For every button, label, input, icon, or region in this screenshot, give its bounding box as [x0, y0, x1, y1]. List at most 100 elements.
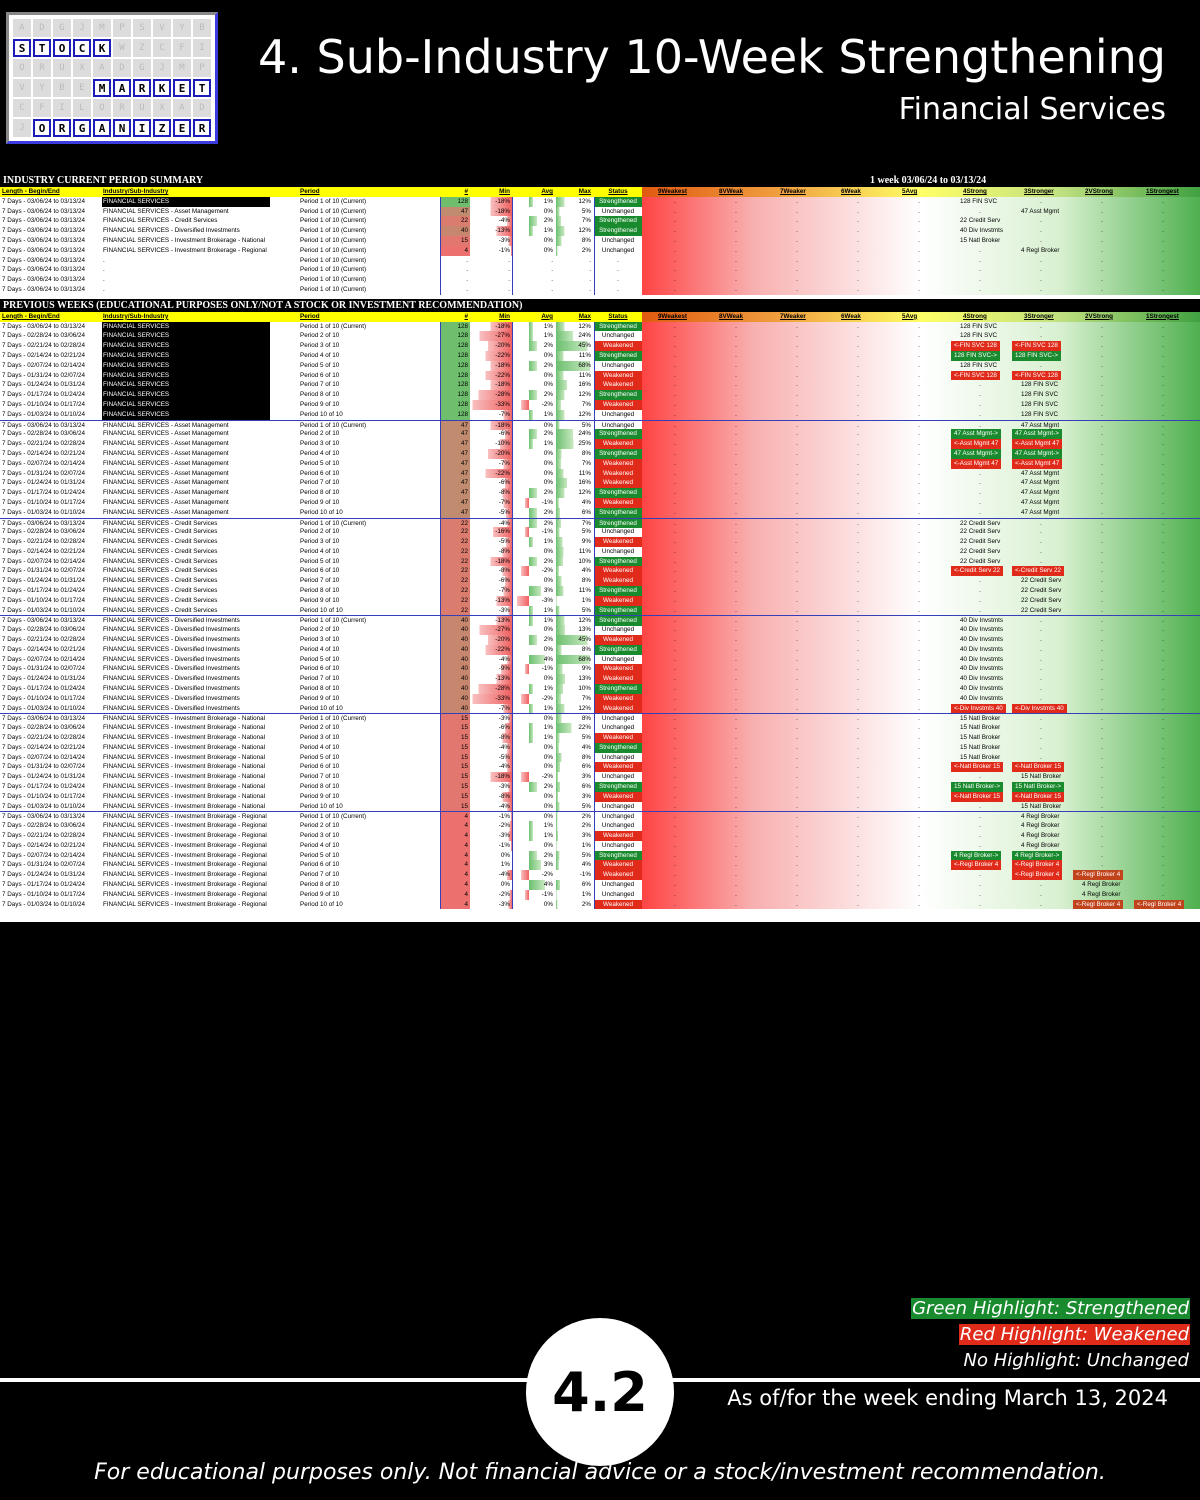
count-cell: 128: [440, 350, 470, 361]
table-row: 7 Days - 01/31/24 to 02/07/24 FINANCIAL S…: [0, 664, 1200, 675]
period-cell: Period 1 of 10 (Current): [300, 207, 367, 215]
column-divider: [440, 664, 441, 675]
status-cell: Unchanged: [601, 361, 635, 369]
status-cell: Unchanged: [601, 547, 635, 555]
band-placeholder: .: [1101, 285, 1103, 293]
column-divider: [512, 255, 513, 266]
column-divider: [594, 889, 595, 900]
logo-filler-cell: F: [33, 99, 51, 117]
band-placeholder: .: [796, 285, 798, 293]
column-divider: [594, 625, 595, 636]
band-placeholder: .: [735, 449, 737, 457]
industry-cell: FINANCIAL SERVICES - Investment Brokerag…: [103, 734, 266, 742]
band-placeholder: .: [1162, 440, 1164, 448]
band-gradient: [642, 360, 1200, 371]
band-placeholder: .: [735, 813, 737, 821]
band-tag: <-Natl Broker 15: [1012, 762, 1065, 773]
column-divider: [512, 840, 513, 851]
period-cell: Period 9 of 10: [300, 498, 340, 506]
column-divider: [594, 390, 595, 400]
band-placeholder: .: [1162, 469, 1164, 477]
band-placeholder: .: [857, 197, 859, 205]
count-cell: 40: [440, 226, 470, 236]
column-divider: [440, 341, 441, 351]
band-placeholder: .: [1101, 236, 1103, 244]
band-placeholder: .: [857, 236, 859, 244]
band-placeholder: .: [735, 851, 737, 859]
band-tag: <-Regl Broker 4: [1012, 860, 1063, 871]
band-placeholder: .: [735, 783, 737, 791]
band-gradient: [642, 321, 1200, 332]
band-placeholder: .: [735, 626, 737, 634]
band-tag: 22 Credit Serv: [960, 557, 1001, 565]
column-divider: [440, 439, 441, 449]
band-placeholder: .: [674, 655, 676, 663]
page-title: 4. Sub-Industry 10-Week Strengthening: [258, 30, 1166, 84]
column-divider: [440, 255, 441, 266]
band-placeholder: .: [918, 822, 920, 830]
column-divider: [512, 616, 513, 627]
band-placeholder: .: [1040, 890, 1042, 898]
avg-cell: 2%: [513, 341, 555, 351]
band-placeholder: .: [857, 256, 859, 264]
column-divider: [594, 468, 595, 479]
band-tag: 22 Credit Serv: [960, 547, 1001, 555]
column-header: Length - Begin/End: [2, 188, 60, 195]
industry-cell: FINANCIAL SERVICES - Investment Brokerag…: [103, 753, 266, 761]
min-cell: -8%: [470, 791, 512, 802]
band-placeholder: .: [674, 587, 676, 595]
table-row: 7 Days - 01/03/24 to 01/10/24 FINANCIAL S…: [0, 899, 1200, 910]
table-row: 7 Days - 02/21/24 to 02/28/24 FINANCIAL S…: [0, 733, 1200, 743]
logo-filler-cell: W: [113, 39, 131, 57]
period-cell: Period 1 of 10 (Current): [300, 519, 367, 527]
column-divider: [512, 265, 513, 276]
industry-cell: FINANCIAL SERVICES - Investment Brokerag…: [103, 792, 266, 800]
band-placeholder: .: [796, 753, 798, 761]
band-placeholder: .: [918, 567, 920, 575]
band-placeholder: .: [1101, 332, 1103, 340]
band-tag: <-Credit Serv 22: [1012, 566, 1065, 577]
column-divider: [594, 206, 595, 217]
band-tag: 22 Credit Serv: [1021, 577, 1062, 585]
band-gradient: [642, 439, 1200, 449]
column-divider: [594, 576, 595, 587]
table-row: 7 Days - 01/24/24 to 01/31/24 FINANCIAL S…: [0, 674, 1200, 685]
status-cell: Unchanged: [601, 246, 635, 254]
band-placeholder: .: [674, 371, 676, 379]
previous-title: PREVIOUS WEEKS (EDUCATIONAL PURPOSES ONL…: [3, 299, 523, 311]
length-cell: 7 Days - 01/03/24 to 01/10/24: [2, 410, 85, 418]
logo-filler-cell: E: [73, 79, 91, 97]
min-cell: -20%: [470, 635, 512, 645]
table-row: 7 Days - 03/06/24 to 03/13/24 FINANCIAL S…: [0, 196, 1200, 207]
avg-cell: .: [551, 276, 553, 284]
table-row: 7 Days - 01/17/24 to 01/24/24 FINANCIAL S…: [0, 390, 1200, 400]
band-placeholder: .: [1101, 832, 1103, 839]
band-placeholder: .: [674, 617, 676, 625]
column-divider: [440, 458, 441, 469]
band-tag: <-FIN SVC 128: [1012, 370, 1061, 381]
band-placeholder: .: [1101, 675, 1103, 683]
count-cell: 40: [440, 703, 470, 714]
column-divider: [512, 275, 513, 285]
logo-letter: A: [113, 79, 131, 97]
column-divider: [440, 752, 441, 763]
band-gradient: [642, 821, 1200, 831]
column-divider: [512, 831, 513, 841]
band-placeholder: .: [1101, 822, 1103, 830]
column-divider: [594, 870, 595, 880]
status-cell: Strengthened: [594, 644, 642, 655]
band-placeholder: .: [796, 861, 798, 869]
column-divider: [440, 245, 441, 256]
band-gradient: [642, 625, 1200, 636]
column-divider: [594, 321, 595, 332]
band-placeholder: .: [735, 246, 737, 254]
band-tag: <-Regl Broker 4: [951, 860, 1002, 871]
count-cell: 4: [440, 899, 470, 910]
band-placeholder: .: [1162, 410, 1164, 418]
avg-cell: 0%: [543, 792, 553, 800]
length-cell: 7 Days - 03/06/24 to 03/13/24: [2, 813, 85, 821]
legend-strengthened: Green Highlight: Strengthened: [911, 1298, 1190, 1319]
length-cell: 7 Days - 01/17/24 to 01/24/24: [2, 391, 85, 399]
industry-cell: FINANCIAL SERVICES: [102, 390, 270, 400]
band-placeholder: .: [857, 400, 859, 408]
